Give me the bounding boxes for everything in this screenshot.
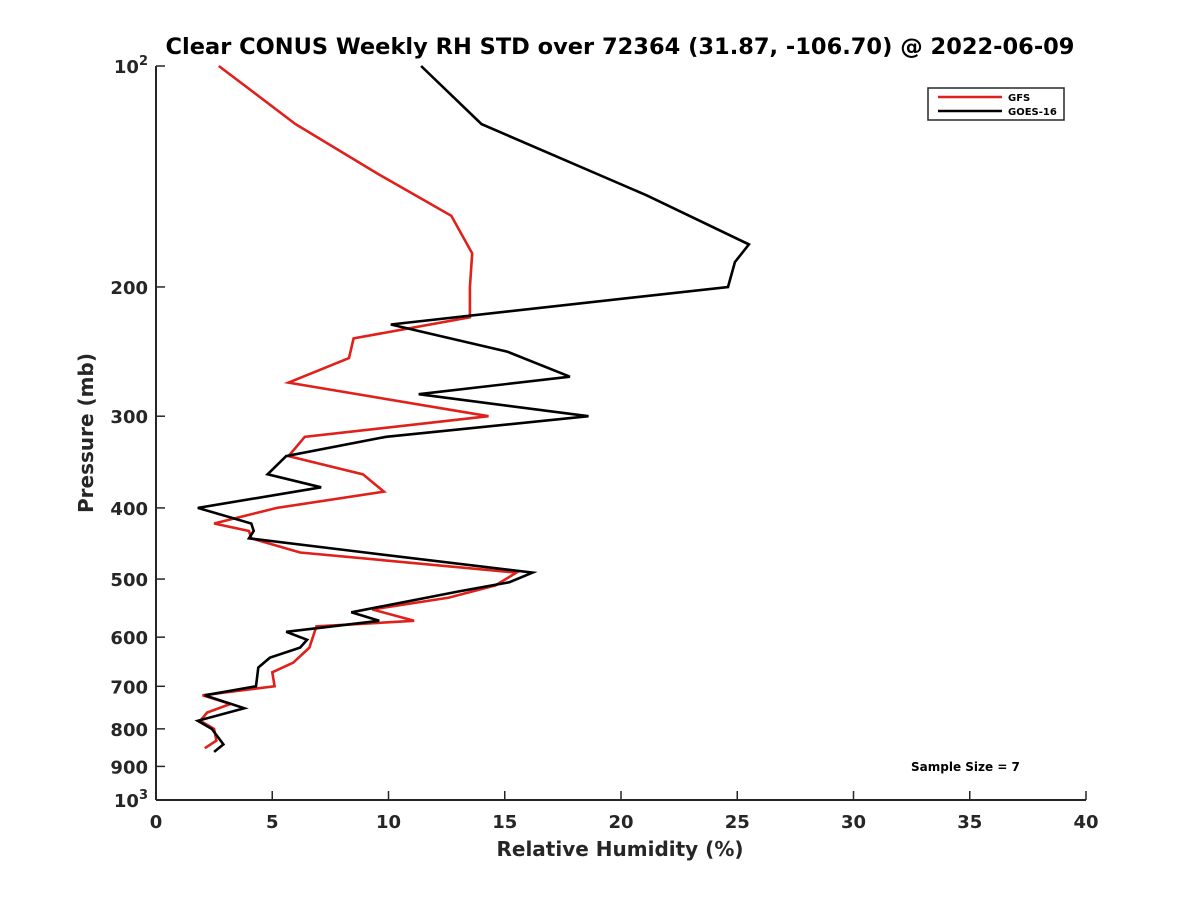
legend-box — [927, 87, 1065, 121]
x-tick-label: 10 — [376, 812, 401, 833]
x-tick-label: 25 — [725, 812, 750, 833]
y-tick-label: 102 — [114, 54, 148, 78]
x-tick-label: 30 — [841, 812, 866, 833]
y-tick-label: 900 — [110, 757, 148, 778]
y-tick-label: 103 — [114, 788, 148, 812]
x-tick-label: 20 — [608, 812, 633, 833]
x-tick-label: 0 — [150, 812, 163, 833]
y-tick-label: 400 — [110, 499, 148, 520]
y-ticks: 102 200 300 400 500 600 700 800 900 103 — [110, 54, 165, 812]
series-line-goes-16 — [194, 65, 751, 753]
x-ticks: 0 5 10 15 20 25 30 35 40 — [150, 791, 1099, 833]
y-tick-label: 200 — [110, 278, 148, 299]
series-layer — [194, 64, 751, 753]
y-tick-label: 800 — [110, 720, 148, 741]
y-tick-label: 600 — [110, 628, 148, 649]
y-axis-label: Pressure (mb) — [74, 353, 98, 513]
legend: GFS GOES-16 — [927, 87, 1065, 121]
x-tick-label: 40 — [1073, 812, 1098, 833]
y-tick-label: 700 — [110, 677, 148, 698]
chart-title: Clear CONUS Weekly RH STD over 72364 (31… — [166, 34, 1075, 60]
plot-area: 0 5 10 15 20 25 30 35 40 102 200 300 400 500 600 700 80… — [110, 54, 1098, 833]
y-tick-label: 300 — [110, 407, 148, 428]
series-line-gfs — [198, 64, 521, 750]
x-axis-label: Relative Humidity (%) — [496, 837, 743, 861]
legend-label-goes-16: GOES-16 — [1008, 107, 1057, 118]
legend-label-gfs: GFS — [1008, 93, 1030, 104]
x-tick-label: 5 — [266, 812, 279, 833]
x-tick-label: 35 — [957, 812, 982, 833]
y-tick-label: 500 — [110, 570, 148, 591]
x-tick-label: 15 — [492, 812, 517, 833]
sample-size-note: Sample Size = 7 — [911, 760, 1020, 774]
